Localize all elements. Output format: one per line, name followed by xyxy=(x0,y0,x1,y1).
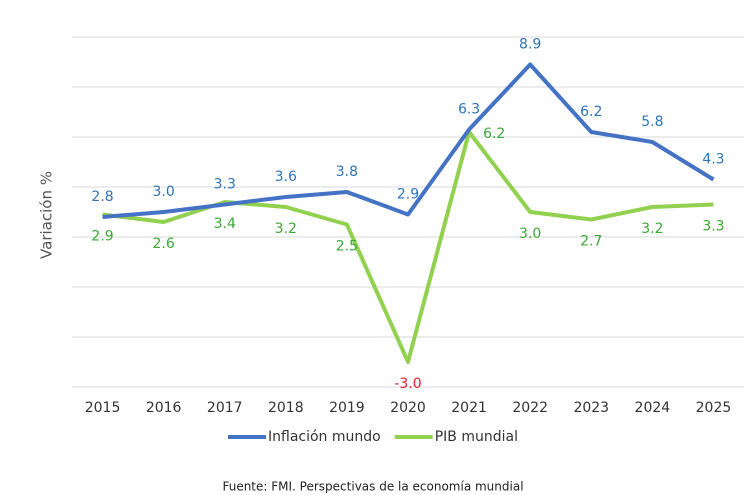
x-tick-label: 2019 xyxy=(329,400,365,416)
data-label: 2.9 xyxy=(91,229,113,245)
data-label: 2.5 xyxy=(336,239,358,255)
x-tick-label: 2017 xyxy=(207,400,243,416)
data-label: 3.0 xyxy=(153,184,175,200)
x-tick-label: 2024 xyxy=(635,400,671,416)
data-label: 2.9 xyxy=(397,187,419,203)
data-label: 3.0 xyxy=(519,226,541,242)
x-tick-label: 2025 xyxy=(696,400,732,416)
series-line xyxy=(102,62,715,219)
data-label: 3.8 xyxy=(336,164,358,180)
series-line xyxy=(102,130,714,364)
data-label: 5.8 xyxy=(641,114,663,130)
data-label: 2.7 xyxy=(580,234,602,250)
data-label: 6.3 xyxy=(458,102,480,118)
data-label: 2.6 xyxy=(153,236,175,252)
data-label: 8.9 xyxy=(519,37,541,53)
x-tick-label: 2021 xyxy=(451,400,487,416)
x-tick-label: 2020 xyxy=(390,400,426,416)
data-label: 4.3 xyxy=(702,152,724,168)
legend-label: Inflación mundo xyxy=(268,429,381,445)
data-label: 3.2 xyxy=(275,221,297,237)
x-tick-label: 2018 xyxy=(268,400,304,416)
data-label: 3.4 xyxy=(214,216,236,232)
data-label: 3.3 xyxy=(214,177,236,193)
x-tick-label: 2016 xyxy=(146,400,182,416)
x-tick-label: 2022 xyxy=(512,400,548,416)
data-label: 3.6 xyxy=(275,169,297,185)
y-axis-label: Variación % xyxy=(38,171,56,259)
legend-label: PIB mundial xyxy=(435,429,518,445)
x-tick-label: 2015 xyxy=(85,400,121,416)
x-tick-label: 2023 xyxy=(573,400,609,416)
data-label: 6.2 xyxy=(483,126,505,142)
data-label: 3.2 xyxy=(641,221,663,237)
data-label: 2.8 xyxy=(91,189,113,205)
data-label: 3.3 xyxy=(702,219,724,235)
source-note: Fuente: FMI. Perspectivas de la economía… xyxy=(222,480,523,494)
data-label: 6.2 xyxy=(580,104,602,120)
data-label: -3.0 xyxy=(394,376,421,392)
